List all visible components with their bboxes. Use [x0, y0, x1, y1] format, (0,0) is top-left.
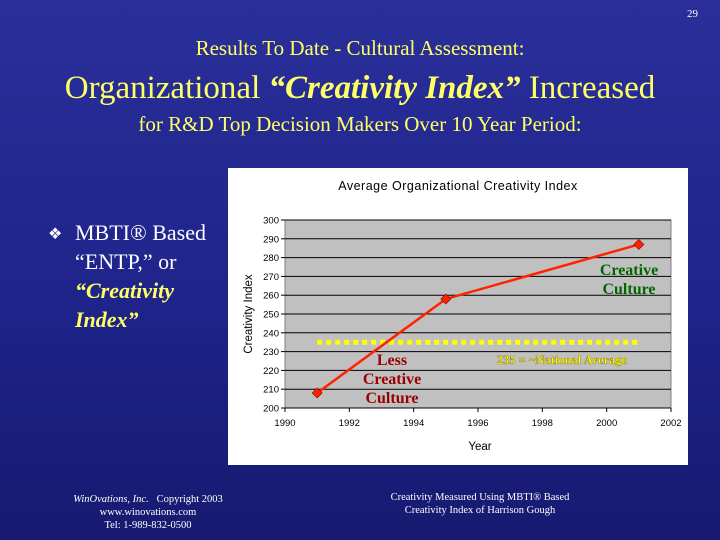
national-average-label: 235 = ~National Average: [497, 353, 628, 367]
chart-title: Average Organizational Creativity Index: [338, 179, 578, 193]
diamond-bullet-icon: ❖: [48, 226, 63, 243]
page-number: 29: [687, 8, 698, 20]
y-tick-label-7: 270: [263, 272, 279, 283]
y-tick-label-6: 260: [263, 291, 279, 302]
y-tick-label-4: 240: [263, 328, 279, 339]
y-tick-label-9: 290: [263, 234, 279, 245]
phone: Tel: 1-989-832-0500: [104, 520, 192, 531]
data-point-0: [311, 387, 323, 399]
x-tick-label-4: 1998: [532, 418, 553, 429]
y-tick-label-2: 220: [263, 366, 279, 377]
annotation-less-creative-0: Less: [377, 352, 407, 369]
title-line-3: for R&D Top Decision Makers Over 10 Year…: [138, 112, 582, 136]
y-tick-label-3: 230: [263, 347, 279, 358]
y-tick-label-10: 300: [263, 216, 279, 227]
footer-note: Creativity Measured Using MBTI® Based Cr…: [360, 491, 600, 517]
annotation-creative-1: Culture: [602, 281, 655, 298]
x-tick-label-6: 2002: [660, 418, 681, 429]
x-tick-label-5: 2000: [596, 418, 617, 429]
title-line-1: Results To Date - Cultural Assessment:: [195, 36, 525, 60]
note-line-1: Creativity Measured Using MBTI® Based: [390, 492, 570, 503]
bullet-emphasis: “Creativity Index”: [75, 278, 174, 332]
bullet-text: MBTI® Based “ENTP,” or “Creativity Index…: [75, 218, 235, 334]
y-tick-label-5: 250: [263, 310, 279, 321]
data-point-2: [633, 239, 645, 250]
company-name: WinOvations, Inc.: [73, 494, 149, 505]
footer-company: WinOvations, Inc. Copyright 2003 www.win…: [48, 493, 248, 532]
x-tick-label-0: 1990: [274, 418, 295, 429]
title-suffix: Increased: [520, 70, 656, 106]
copyright: Copyright 2003: [156, 494, 223, 505]
y-tick-label-1: 210: [263, 385, 279, 396]
website: www.winovations.com: [99, 507, 197, 518]
y-tick-label-8: 280: [263, 253, 279, 264]
annotation-less-creative-2: Culture: [365, 390, 418, 407]
page-title: Organizational “Creativity Index” Increa…: [0, 70, 720, 107]
data-point-1: [440, 293, 452, 305]
annotation-creative-0: Creative: [600, 262, 658, 279]
title-prefix: Organizational: [64, 70, 269, 106]
x-axis-label: Year: [468, 441, 491, 453]
y-axis-label: Creativity Index: [243, 274, 255, 354]
title-emphasis: “Creativity Index”: [268, 70, 521, 106]
bullet-main-text: MBTI® Based “ENTP,” or: [75, 220, 206, 274]
note-line-2: Creativity Index of Harrison Gough: [404, 505, 556, 516]
x-tick-label-3: 1996: [467, 418, 488, 429]
x-tick-label-2: 1994: [403, 418, 424, 429]
y-tick-label-0: 200: [263, 404, 279, 415]
x-tick-label-1: 1992: [339, 418, 360, 429]
chart-svg: Average Organizational Creativity Index 2…: [243, 179, 682, 453]
annotation-less-creative-1: Creative: [363, 371, 421, 388]
creativity-chart: Average Organizational Creativity Index 2…: [228, 168, 688, 465]
